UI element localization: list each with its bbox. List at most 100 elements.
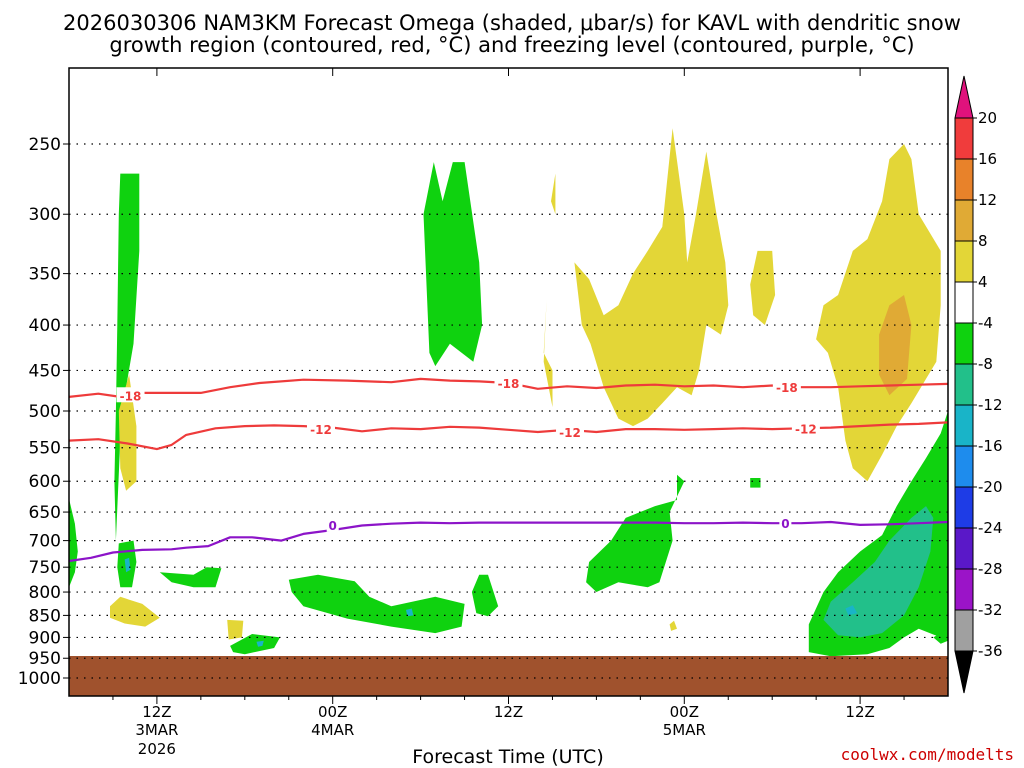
colorbar-bin-9 (954, 486, 974, 529)
contour-label-0-0: -18 (120, 389, 142, 403)
colorbar-label-4: 4 (978, 273, 988, 291)
colorbar-bin-8 (954, 445, 974, 488)
omega-region-25 (845, 605, 858, 616)
omega-region-11 (406, 608, 414, 617)
colorbar-label-12: -32 (978, 601, 1003, 619)
y-tick-label-850: 850 (29, 606, 61, 626)
colorbar-bin-3 (954, 240, 974, 283)
contour-label-bg-0-1 (494, 375, 523, 391)
omega-region-13 (423, 162, 483, 367)
omega-region-10 (288, 574, 465, 634)
y-tick-label-500: 500 (29, 402, 61, 422)
colorbar-label-1: 16 (978, 150, 997, 168)
y-tick-label-1000: 1000 (18, 669, 61, 689)
terrain-ground (69, 656, 948, 696)
colorbar-label-8: -16 (978, 437, 1003, 455)
omega-region-12 (471, 574, 499, 617)
x-tick-label-1-1: 4MAR (311, 721, 354, 739)
omega-region-21 (816, 144, 941, 482)
x-tick-label-4-0: 12Z (845, 703, 874, 721)
colorbar-bin-6 (954, 363, 974, 406)
colorbar-bin-4 (954, 281, 974, 324)
omega-region-5 (110, 596, 160, 627)
omega-region-17 (750, 250, 776, 325)
y-tick-label-750: 750 (29, 558, 61, 578)
omega-region-24 (823, 506, 934, 638)
colorbar-label-0: 20 (978, 109, 997, 127)
colorbar-bin-2 (954, 199, 974, 242)
contour-label-bg-2-1 (779, 515, 792, 531)
contour-label-0-1: -18 (498, 377, 520, 391)
contour-label-2-1: 0 (781, 517, 789, 531)
y-tick-label-650: 650 (29, 503, 61, 523)
x-tick-label-3-1: 5MAR (663, 721, 706, 739)
chart-title-line-2: growth region (contoured, red, °C) and f… (109, 33, 914, 57)
y-tick-label-300: 300 (29, 205, 61, 225)
y-tick-label-350: 350 (29, 265, 61, 285)
omega-colorbar: 20 16 12 8 4 -4 -8 -12 -16 -20 -24 -28 -32 -36 (954, 75, 1003, 694)
colorbar-bin-10 (954, 527, 974, 570)
contour-label-bg-1-2 (791, 420, 820, 436)
x-tick-label-3-0: 00Z (670, 703, 699, 721)
x-tick-label-2-0: 12Z (494, 703, 523, 721)
chart-title-line-1: 2026030306 NAM3KM Forecast Omega (shaded… (63, 11, 961, 35)
omega-region-6 (159, 567, 222, 588)
x-axis-label: Forecast Time (UTC) (412, 746, 603, 768)
x-tick-label-0-2: 2026 (138, 740, 176, 758)
y-tick-label-450: 450 (29, 361, 61, 381)
colorbar-bottom-arrow (954, 650, 974, 694)
contour-label-1-0: -12 (310, 423, 332, 437)
x-tick-label-0-0: 12Z (142, 703, 171, 721)
colorbar-bin-11 (954, 568, 974, 611)
colorbar-label-5: -4 (978, 314, 993, 332)
y-tick-label-700: 700 (29, 532, 61, 552)
omega-region-1 (69, 498, 78, 588)
contour-label-2-0: 0 (329, 519, 337, 533)
y-tick-label-250: 250 (29, 135, 61, 155)
contour-label-bg-1-1 (556, 423, 585, 439)
colorbar-bin-1 (954, 158, 974, 201)
contour-label-1-1: -12 (559, 426, 581, 440)
x-tick-label-1-0: 00Z (318, 703, 347, 721)
colorbar-top-arrow (954, 75, 974, 119)
colorbar-label-2: 12 (978, 191, 997, 209)
colorbar-label-11: -28 (978, 560, 1003, 578)
omega-region-18 (750, 478, 761, 488)
contour-line-2 (69, 520, 948, 563)
colorbar-label-6: -8 (978, 355, 993, 373)
colorbar-bin-0 (954, 117, 974, 160)
omega-shading-layer (69, 128, 948, 657)
contour-label-bg-1-0 (306, 421, 335, 437)
omega-region-3 (124, 557, 131, 573)
omega-region-9 (256, 640, 264, 647)
y-tick-label-800: 800 (29, 583, 61, 603)
contour-label-bg-2-0 (326, 516, 339, 532)
contour-label-0-2: -18 (776, 381, 798, 395)
y-tick-label-550: 550 (29, 439, 61, 459)
omega-region-26 (933, 628, 948, 644)
omega-region-8 (230, 634, 280, 655)
y-tick-label-900: 900 (29, 628, 61, 648)
plot-area: -18 -18 -18 -12 -12 -12 0 0 (69, 68, 948, 696)
omega-region-20 (669, 620, 677, 631)
x-tick-label-0-1: 3MAR (135, 721, 178, 739)
omega-region-16 (574, 128, 729, 427)
contour-label-1-2: -12 (795, 422, 817, 436)
omega-region-19 (586, 474, 685, 592)
colorbar-label-10: -24 (978, 519, 1003, 537)
colorbar-label-9: -20 (978, 478, 1003, 496)
omega-region-15 (551, 173, 556, 215)
omega-region-14 (543, 300, 553, 408)
omega-region-7 (227, 619, 244, 640)
colorbar-bin-5 (954, 322, 974, 365)
pressure-axis: 2503003504004505005506006507007508008509… (18, 135, 69, 689)
contour-line-0 (69, 377, 948, 398)
omega-region-4 (118, 374, 137, 491)
omega-region-0 (114, 173, 140, 541)
y-tick-label-600: 600 (29, 472, 61, 492)
colorbar-bin-7 (954, 404, 974, 447)
colorbar-label-3: 8 (978, 232, 988, 250)
colorbar-label-7: -12 (978, 396, 1003, 414)
